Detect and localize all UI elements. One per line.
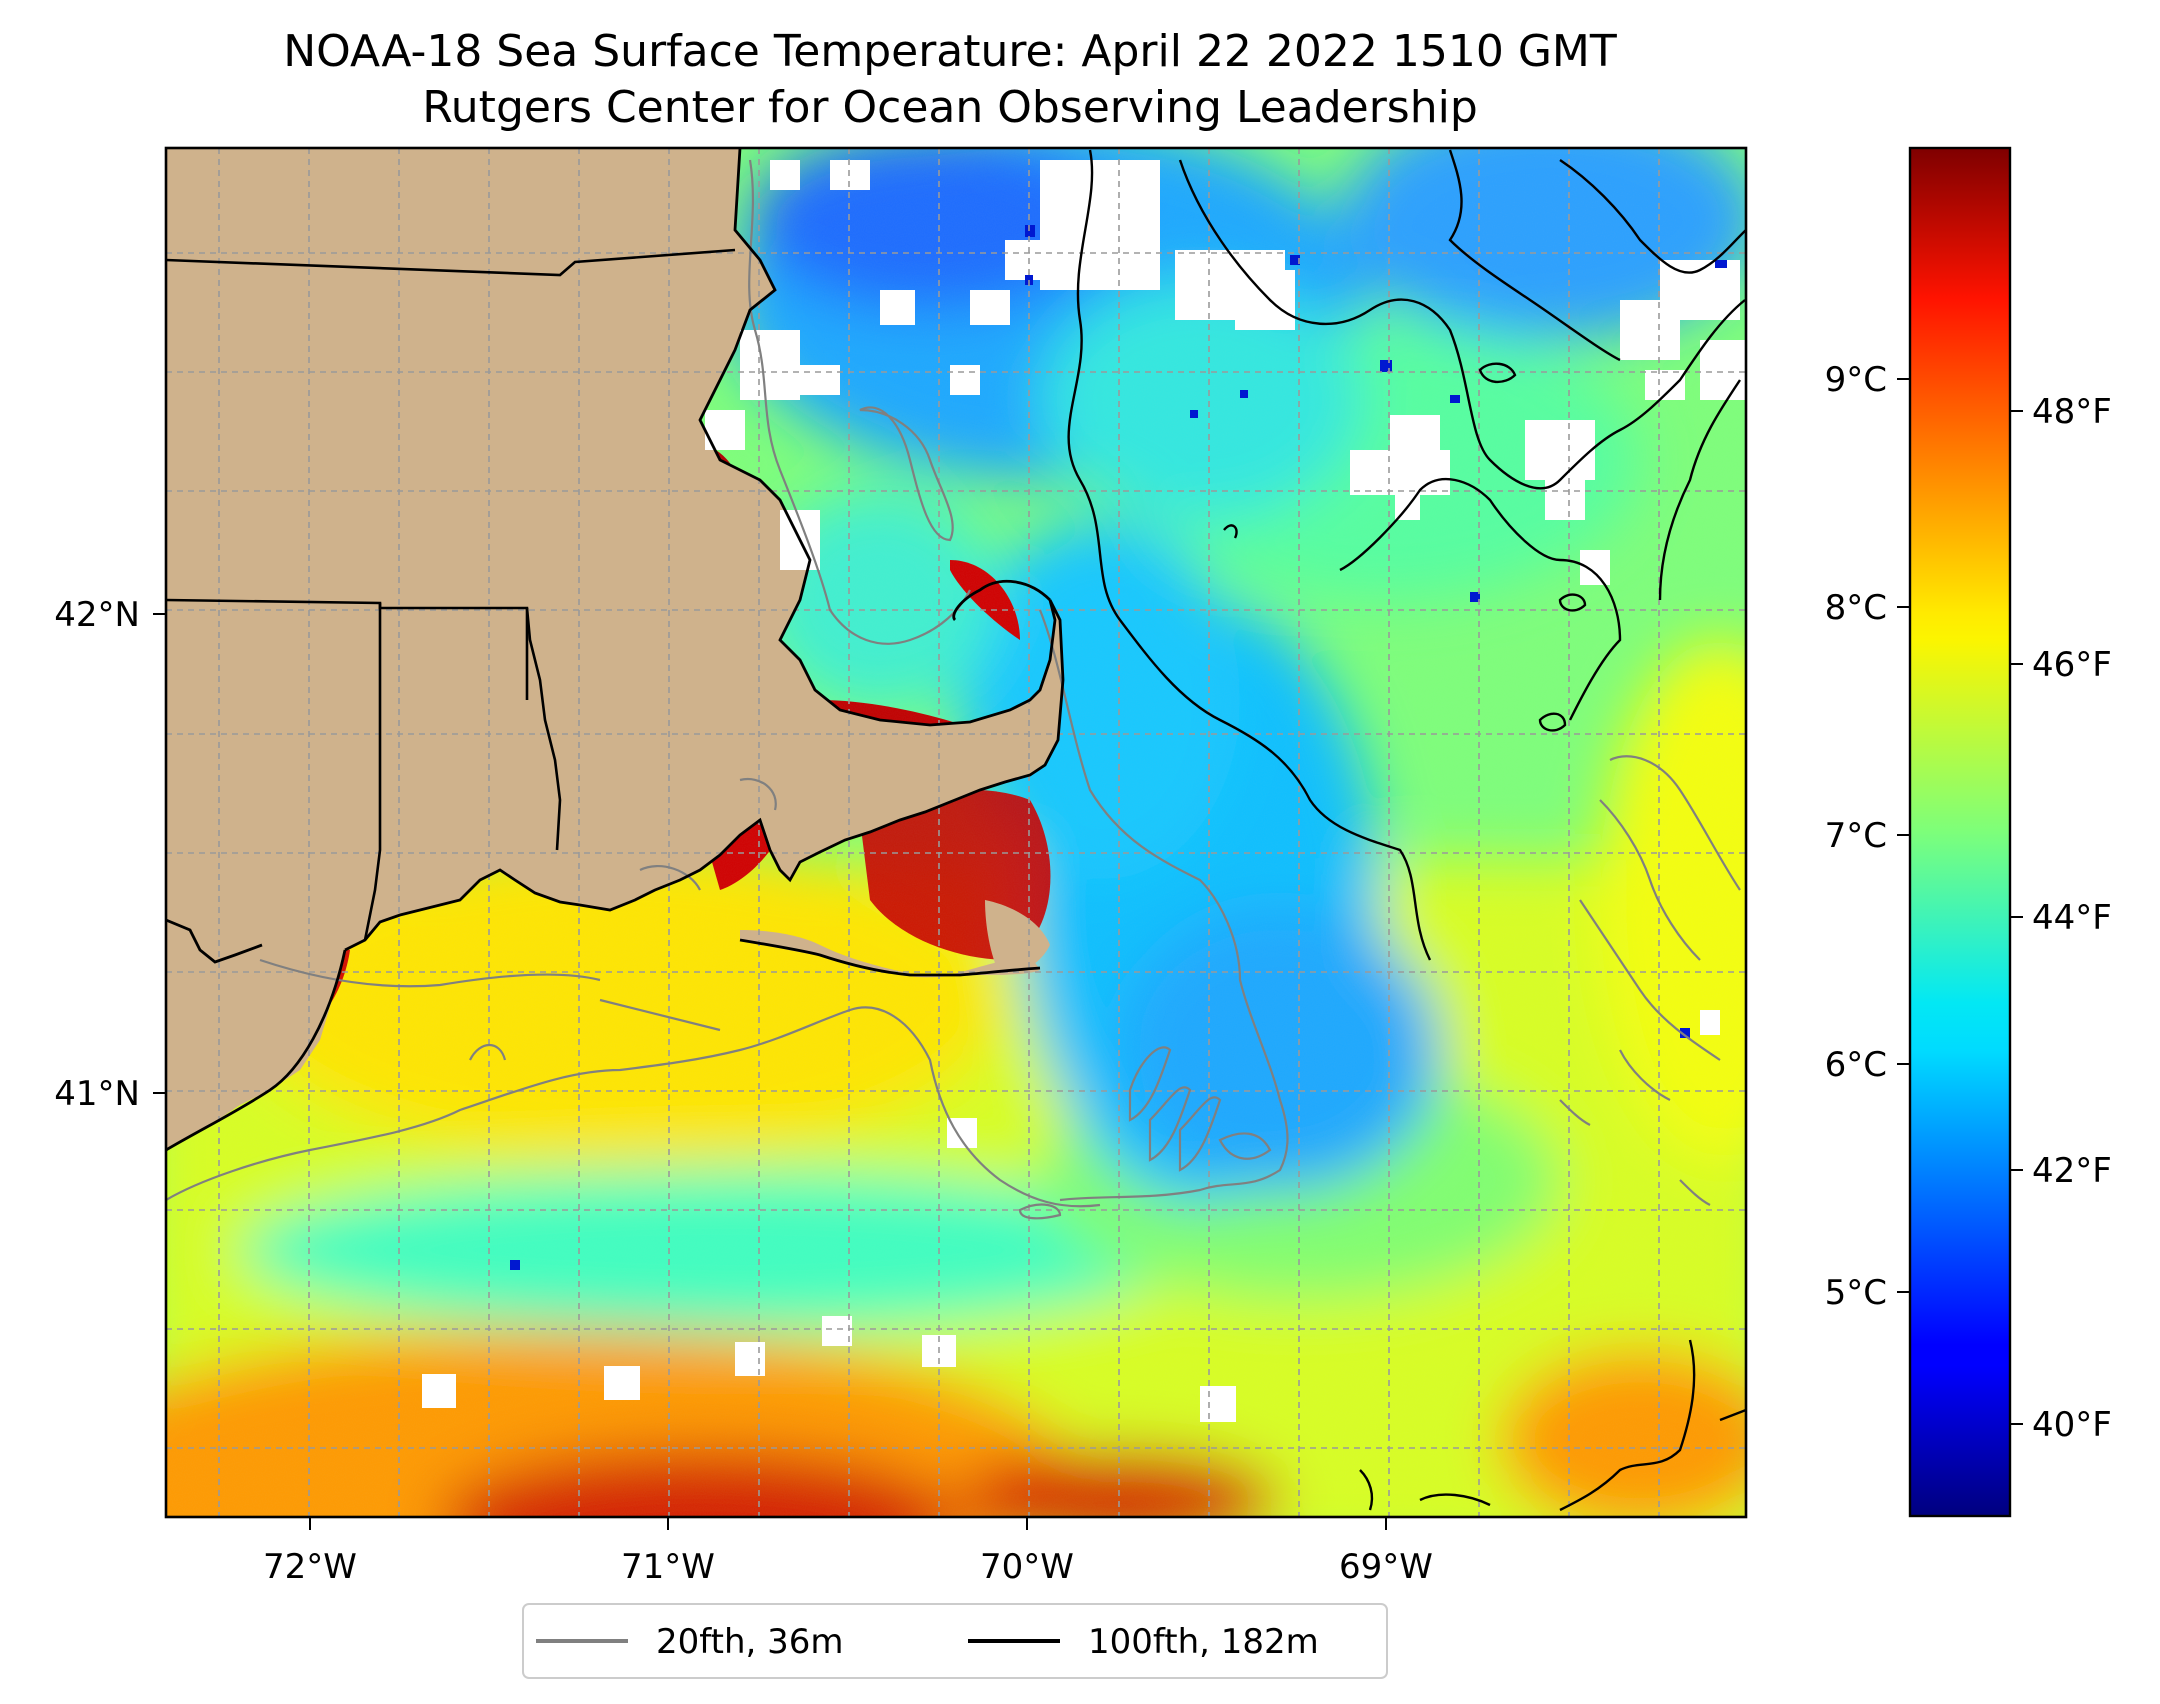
legend-label-20fth: 20fth, 36m <box>656 1622 844 1662</box>
lon-tick-label: 69°W <box>1339 1547 1433 1587</box>
colorbar-celsius-label: 7°C <box>1825 816 1887 856</box>
cloud-mask <box>422 160 1745 1422</box>
lon-tick-label: 71°W <box>621 1547 715 1587</box>
lat-tick-label: 42°N <box>54 595 140 635</box>
colorbar-gradient <box>1908 146 2012 1518</box>
map-axis-ticks <box>153 613 1387 1530</box>
colorbar-celsius-label: 8°C <box>1825 588 1887 628</box>
map-title: NOAA-18 Sea Surface Temperature: April 2… <box>283 26 1617 77</box>
state-borders <box>166 248 736 941</box>
colorbar-fahrenheit-label: 48°F <box>2032 392 2112 432</box>
lon-tick-label: 70°W <box>980 1547 1074 1587</box>
colorbar-fahrenheit-label: 42°F <box>2032 1151 2112 1191</box>
lon-tick-label: 72°W <box>263 1547 357 1587</box>
map-panel <box>166 148 1746 1517</box>
legend-box <box>522 1603 1388 1679</box>
coastline <box>166 148 1065 1152</box>
contour-100fth <box>1067 149 1746 1512</box>
map-frame <box>164 146 1748 1519</box>
lat-tick-label: 41°N <box>54 1074 140 1114</box>
contour-legend: 20fth, 36m 100fth, 182m <box>522 1603 1388 1679</box>
map-gridlines <box>166 148 1746 1517</box>
colorbar-fahrenheit-label: 40°F <box>2032 1405 2112 1445</box>
colorbar-fahrenheit-label: 46°F <box>2032 645 2112 685</box>
map-subtitle: Rutgers Center for Ocean Observing Leade… <box>422 82 1478 133</box>
colorbar-celsius-label: 5°C <box>1825 1273 1887 1313</box>
colorbar-celsius-label: 9°C <box>1825 360 1887 400</box>
colorbar-celsius-label: 6°C <box>1825 1045 1887 1085</box>
colorbar-fahrenheit-label: 44°F <box>2032 898 2112 938</box>
legend-label-100fth: 100fth, 182m <box>1088 1622 1319 1662</box>
colorbar: 5°C 6°C 7°C 8°C 9°C 40°F 42°F 44°F 46°F … <box>1825 146 2112 1518</box>
colorbar-ticks <box>1897 378 2023 1425</box>
land <box>166 148 1063 1150</box>
contour-20fth <box>166 159 1741 1220</box>
